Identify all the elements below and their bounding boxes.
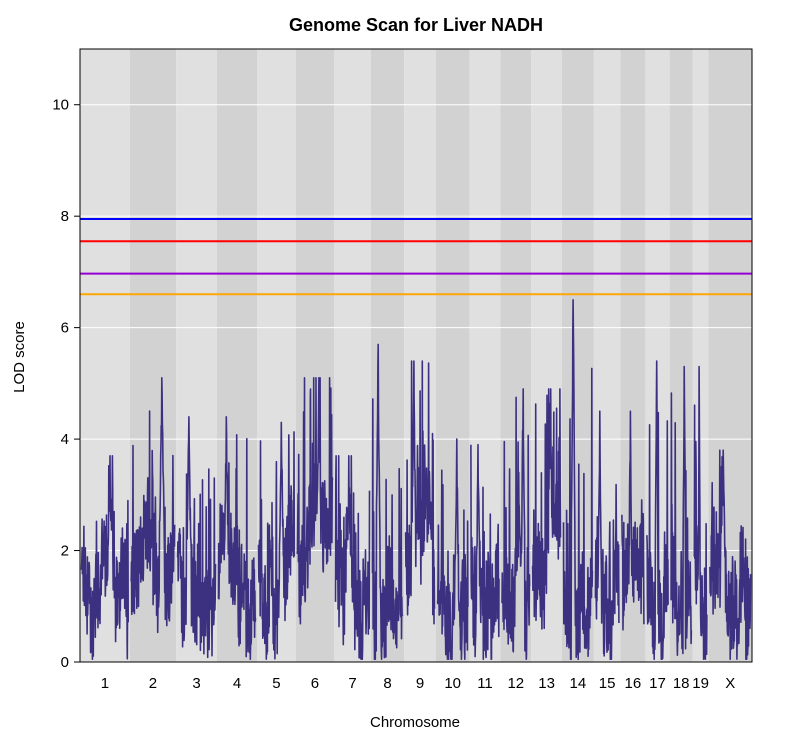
lod-curve-chr-13	[531, 388, 562, 630]
x-tick-label-15: 15	[599, 675, 616, 692]
lod-curve-chr-14	[562, 298, 594, 661]
lod-curve-chr-19	[693, 365, 708, 661]
x-tick-label-X: X	[725, 675, 735, 692]
x-tick-label-4: 4	[233, 675, 241, 692]
lod-curve-chr-6	[296, 376, 334, 625]
lod-curve-chr-9	[404, 360, 436, 625]
y-tick-label-10: 10	[52, 97, 69, 114]
lod-curve-chr-10	[436, 438, 469, 661]
lod-curve-chr-5	[257, 421, 296, 660]
y-axis-ticks: 0 2 4 6 8 10	[52, 97, 80, 671]
y-tick-label-4: 4	[61, 431, 69, 448]
lod-curve-chr-X	[709, 449, 752, 661]
x-tick-label-1: 1	[101, 675, 109, 692]
y-axis-label: LOD score	[11, 321, 28, 393]
lod-curve-chr-15	[594, 410, 620, 661]
y-tick-label-0: 0	[61, 654, 69, 671]
lod-curve-chr-3	[176, 415, 217, 659]
lod-curve-chr-7	[334, 454, 371, 661]
lod-curve-chr-11	[470, 443, 500, 661]
x-tick-label-18: 18	[673, 675, 690, 692]
y-tick-label-8: 8	[61, 208, 69, 225]
threshold-lines	[80, 217, 752, 296]
x-tick-label-19: 19	[692, 675, 709, 692]
lod-curve-chr-12	[501, 388, 531, 661]
lod-curve-chr-16	[621, 410, 645, 631]
lod-curve-chr-4	[217, 415, 257, 661]
x-tick-label-3: 3	[192, 675, 200, 692]
x-tick-label-13: 13	[538, 675, 555, 692]
x-tick-label-6: 6	[311, 675, 319, 692]
x-tick-label-16: 16	[625, 675, 642, 692]
x-tick-label-9: 9	[416, 675, 424, 692]
y-tick-label-6: 6	[61, 320, 69, 337]
x-tick-label-5: 5	[272, 675, 280, 692]
lod-curve-chr-17	[646, 360, 669, 661]
x-tick-label-17: 17	[649, 675, 666, 692]
x-tick-label-7: 7	[348, 675, 356, 692]
lod-curve-chr-1	[80, 454, 129, 661]
y-tick-label-2: 2	[61, 543, 69, 560]
chart-title: Genome Scan for Liver NADH	[289, 15, 543, 35]
x-tick-label-11: 11	[477, 675, 493, 692]
lod-curve-chr-18	[670, 365, 693, 657]
x-tick-label-14: 14	[570, 675, 587, 692]
x-tick-label-8: 8	[383, 675, 391, 692]
lod-curve-chr-2	[130, 376, 176, 634]
x-tick-label-2: 2	[149, 675, 157, 692]
x-axis-label: Chromosome	[370, 714, 460, 731]
x-tick-label-12: 12	[507, 675, 524, 692]
lod-curve	[80, 298, 752, 661]
plot-frame	[79, 48, 753, 663]
x-axis-ticks: 1 2 3 4 5 6 7 8 9 10 11 12 13 14 15 16 17 18 19 X	[101, 675, 735, 692]
lod-curve-chr-8	[371, 343, 404, 661]
x-tick-label-10: 10	[444, 675, 461, 692]
